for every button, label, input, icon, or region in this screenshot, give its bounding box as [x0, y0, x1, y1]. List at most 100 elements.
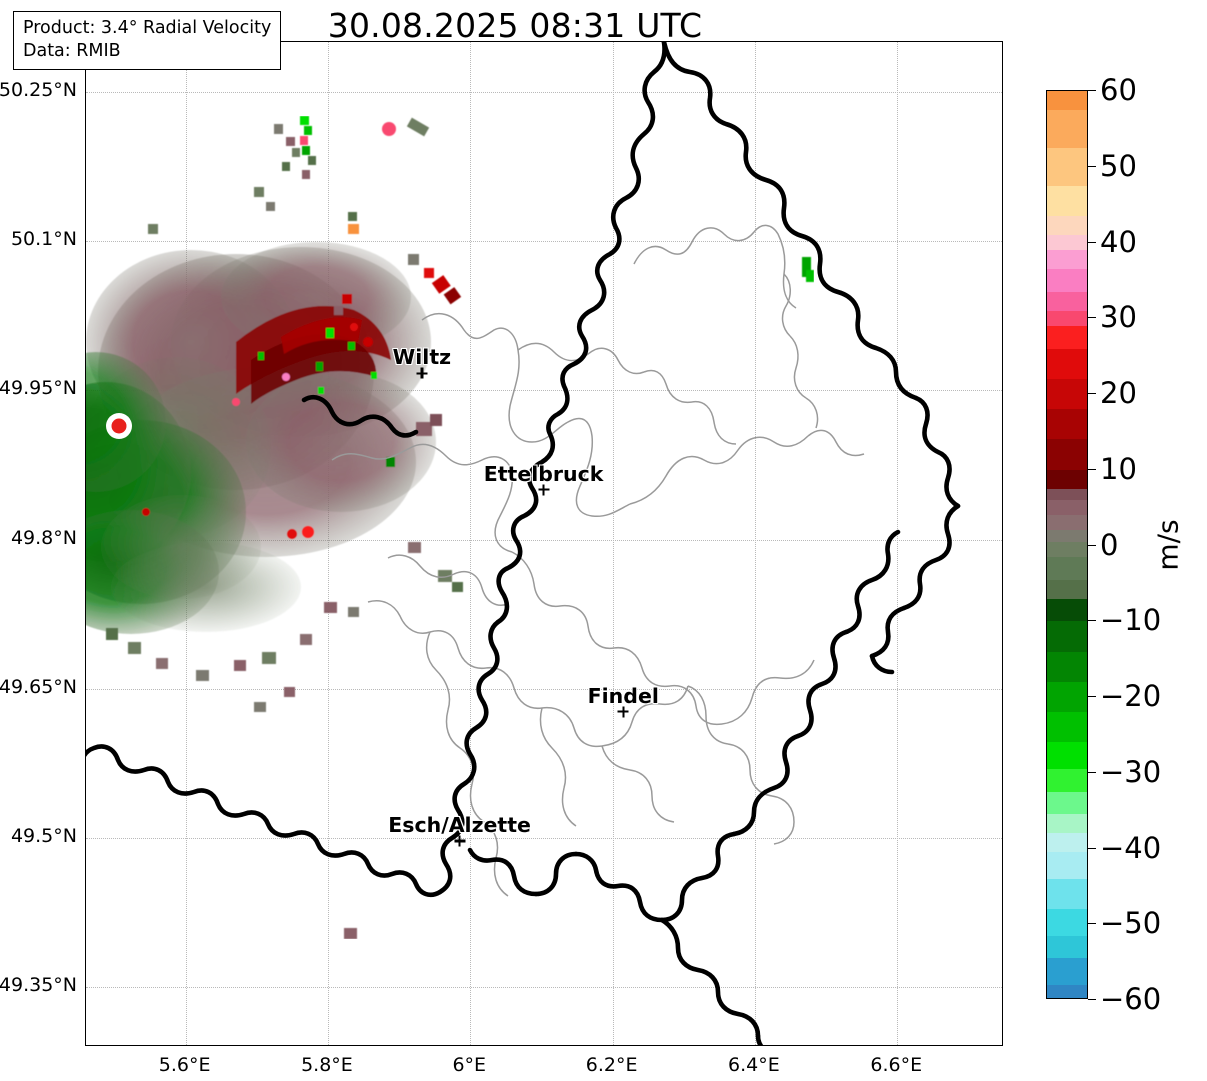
colorbar-tick-label-8: −20	[1100, 679, 1162, 713]
colorbar-tick-mark	[1088, 468, 1096, 470]
x-tick-label-0: 5.6°E	[158, 1054, 211, 1076]
colorbar-band	[1047, 556, 1087, 580]
colorbar-band	[1047, 185, 1087, 216]
x-tick-label-5: 6.6°E	[870, 1054, 923, 1076]
colorbar-tick-mark	[1088, 999, 1096, 1000]
page-title: 30.08.2025 08:31 UTC	[327, 6, 703, 45]
colorbar-band	[1047, 878, 1087, 910]
colorbar-band	[1047, 681, 1087, 713]
colorbar-band	[1047, 291, 1087, 311]
colorbar-band	[1047, 109, 1087, 148]
info-product-line: Product: 3.4° Radial Velocity	[23, 18, 272, 38]
colorbar-band	[1047, 958, 1087, 985]
city-labels-layer: Wiltz Ettelbruck Findel Esch/Alzette	[86, 42, 1002, 1045]
y-tick-label-6: 49.35°N	[0, 974, 77, 997]
colorbar-band	[1047, 310, 1087, 326]
info-box: Product: 3.4° Radial Velocity Data: RMIB	[13, 11, 282, 70]
colorbar-tick-mark	[1088, 241, 1096, 243]
colorbar-band	[1047, 984, 1087, 998]
gridline-vertical	[612, 42, 614, 1045]
colorbar-tick-mark	[1088, 696, 1096, 697]
colorbar-band	[1047, 530, 1087, 542]
colorbar-tick-mark	[1088, 90, 1096, 91]
colorbar-tick-mark	[1088, 165, 1096, 167]
colorbar-tick-label-3: 30	[1100, 300, 1137, 335]
colorbar-tick-mark	[1088, 923, 1096, 925]
district-boundaries	[331, 224, 865, 897]
colorbar-tick-mark	[1088, 620, 1096, 622]
colorbar-tick-label-2: 40	[1100, 224, 1137, 259]
colorbar-band	[1047, 469, 1087, 489]
map-clip: Wiltz Ettelbruck Findel Esch/Alzette	[86, 42, 1002, 1045]
colorbar-tick-label-5: 10	[1100, 451, 1137, 486]
colorbar-tick-label-6: 0	[1100, 527, 1119, 562]
colorbar-band	[1047, 348, 1087, 379]
map-boundaries-layer	[86, 42, 961, 1045]
colorbar-band	[1047, 712, 1087, 743]
radar-echo-layer	[86, 116, 814, 939]
gridline-horizontal	[86, 987, 1002, 989]
colorbar-band	[1047, 269, 1087, 292]
y-tick-label-1: 50.1°N	[10, 228, 77, 250]
radar-station-dot	[111, 418, 127, 434]
colorbar-band	[1047, 579, 1087, 599]
gridline-horizontal	[86, 241, 1002, 242]
colorbar-band	[1047, 147, 1087, 186]
city-marker-esch-alzette	[454, 835, 466, 847]
radar-map-axes: Wiltz Ettelbruck Findel Esch/Alzette	[85, 41, 1003, 1046]
city-label-ettelbruck: Ettelbruck	[483, 461, 604, 486]
city-label-wiltz: Wiltz	[392, 345, 452, 370]
gridline-vertical	[470, 42, 472, 1045]
y-tick-label-2: 49.95°N	[0, 377, 77, 400]
colorbar-unit-label: m/s	[1151, 519, 1185, 571]
y-tick-label-0: 50.25°N	[0, 78, 77, 101]
x-tick-label-1: 5.8°E	[301, 1054, 353, 1076]
colorbar-band	[1047, 852, 1087, 879]
gridline-vertical	[897, 42, 899, 1045]
x-tick-label-4: 6.4°E	[728, 1054, 780, 1076]
colorbar-tick-label-1: 50	[1100, 148, 1137, 183]
colorbar-tick-label-11: −50	[1100, 906, 1162, 941]
y-tick-label-5: 49.5°N	[10, 825, 77, 848]
radar-station-marker	[105, 413, 132, 440]
gridline-vertical	[754, 42, 756, 1045]
city-marker-wiltz	[416, 367, 428, 379]
colorbar-band	[1047, 250, 1087, 269]
colorbar-tick-label-7: −10	[1100, 603, 1162, 638]
x-tick-label-2: 6°E	[452, 1054, 487, 1076]
colorbar-tick-mark	[1088, 544, 1096, 546]
city-label-esch-alzette: Esch/Alzette	[388, 813, 531, 838]
colorbar-band	[1047, 439, 1087, 470]
colorbar-band	[1047, 409, 1087, 440]
colorbar-band	[1047, 935, 1087, 959]
colorbar-band	[1047, 768, 1087, 792]
colorbar-band	[1047, 378, 1087, 410]
colorbar-band	[1047, 541, 1087, 557]
country-border	[86, 42, 961, 1045]
gridline-horizontal	[86, 390, 1002, 392]
colorbar-band	[1047, 598, 1087, 622]
colorbar-tick-mark	[1088, 771, 1096, 773]
colorbar-band	[1047, 325, 1087, 349]
colorbar-band	[1047, 651, 1087, 682]
gridline-horizontal	[86, 838, 1002, 840]
colorbar-band	[1047, 909, 1087, 936]
colorbar-tick-mark	[1088, 393, 1096, 394]
colorbar-tick-label-12: −60	[1100, 982, 1162, 1016]
colorbar-tick-label-4: 20	[1100, 376, 1137, 410]
city-marker-ettelbruck	[538, 484, 550, 496]
x-tick-label-3: 6.2°E	[585, 1054, 638, 1076]
colorbar	[1046, 90, 1088, 999]
colorbar-tick-label-9: −30	[1100, 754, 1162, 789]
y-tick-label-3: 49.8°N	[10, 526, 77, 549]
colorbar-tick-label-0: 60	[1100, 73, 1137, 107]
colorbar-tick-label-10: −40	[1100, 830, 1162, 865]
colorbar-tick-mark	[1088, 317, 1096, 319]
colorbar-gradient	[1047, 91, 1087, 998]
colorbar-band	[1047, 791, 1087, 815]
gridline-horizontal	[86, 539, 1002, 541]
colorbar-band	[1047, 488, 1087, 501]
colorbar-band	[1047, 215, 1087, 235]
gridline-horizontal	[86, 688, 1002, 690]
city-label-findel: Findel	[587, 683, 659, 708]
